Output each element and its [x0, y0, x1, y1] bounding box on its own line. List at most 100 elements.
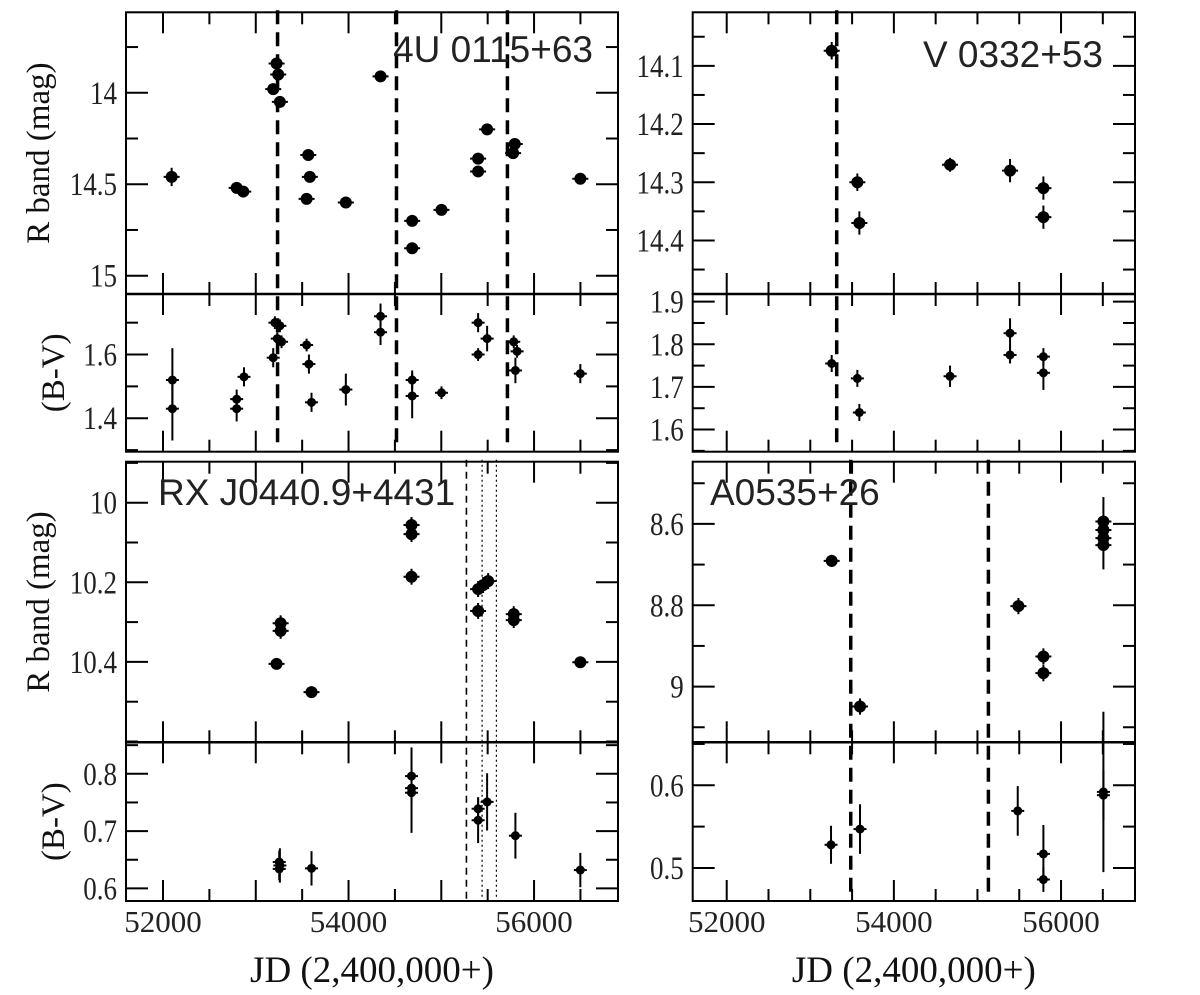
data-point — [304, 359, 314, 369]
panel-v-0332-53: 14.1 14.2 14.3 14.4 1.6 1.7 1.8 1.9 V 0332+53 — [636, 10, 1136, 453]
data-point — [339, 196, 352, 209]
data-point — [302, 148, 315, 161]
source-name-title: RX J0440.9+4431 — [158, 472, 455, 513]
y-tick-label: 15 — [90, 258, 117, 294]
y-tick-label: 1.6 — [650, 412, 684, 448]
data-point — [275, 860, 285, 870]
y-tick-label: 0.7 — [83, 814, 117, 850]
y-tick-label: 10.4 — [70, 645, 117, 681]
data-point — [481, 123, 494, 136]
data-point — [1037, 182, 1050, 195]
subplot-frame — [125, 293, 619, 453]
data-point — [473, 350, 483, 360]
source-name-title: A0535+26 — [710, 472, 880, 513]
data-point — [574, 656, 587, 669]
data-point — [574, 172, 587, 185]
y-tick-label: 14 — [90, 76, 117, 112]
data-point — [1098, 790, 1108, 800]
data-point — [1005, 328, 1015, 338]
y-tick-label: 14.5 — [70, 167, 117, 203]
r-band-subplot: 14 14.5 15 R band (mag) — [21, 11, 619, 296]
data-point — [825, 554, 838, 567]
data-point — [376, 311, 386, 321]
y-tick-label: 14.3 — [636, 165, 683, 201]
subplot-frame — [125, 741, 619, 902]
data-point — [405, 528, 418, 541]
data-point — [944, 158, 957, 171]
data-point — [510, 365, 520, 375]
data-point — [1038, 368, 1048, 378]
data-point — [406, 214, 419, 227]
data-point — [1097, 539, 1110, 552]
panel-rx-j0440-9-4431: 10 10.2 10.4 R band (mag) 0.6 0.7 0.8 (B-V) RX J… — [21, 459, 619, 991]
data-point — [273, 95, 286, 108]
data-point — [1038, 849, 1048, 859]
data-point — [341, 385, 351, 395]
b-v-subplot: 1.4 1.6 (B-V) — [36, 293, 619, 453]
y-tick-label: 0.8 — [83, 757, 117, 793]
data-point — [826, 840, 836, 850]
y-tick-label: 1.9 — [650, 284, 684, 320]
data-point — [237, 185, 250, 198]
x-tick-label: 52000 — [688, 904, 766, 939]
data-point — [855, 824, 865, 834]
data-point — [1037, 211, 1050, 224]
source-name-title: 4U 0115+63 — [393, 29, 593, 70]
y-tick-label: 1.7 — [650, 370, 684, 406]
data-point — [300, 192, 313, 205]
data-point — [376, 327, 386, 337]
data-point — [302, 340, 312, 350]
y-tick-label: 9 — [670, 669, 683, 705]
y-tick-label: 10 — [90, 485, 117, 521]
data-point — [374, 70, 387, 83]
y-tick-label: 8.6 — [650, 507, 684, 543]
y-axis-label-b-v: (B-V) — [36, 333, 72, 412]
y-tick-label: 8.8 — [650, 588, 684, 624]
data-point — [482, 797, 492, 807]
data-point — [406, 242, 419, 255]
data-point — [509, 337, 519, 347]
x-tick-label: 56000 — [495, 904, 573, 939]
data-point — [854, 700, 867, 713]
data-point — [852, 373, 862, 383]
data-point — [239, 372, 249, 382]
b-v-subplot: 0.6 0.7 0.8 (B-V) — [36, 741, 619, 907]
data-point — [575, 369, 585, 379]
x-tick-label: 56000 — [1022, 904, 1100, 939]
y-tick-label: 14.4 — [636, 223, 683, 259]
y-tick-label: 0.6 — [650, 768, 684, 804]
data-point — [405, 570, 418, 583]
y-tick-label: 1.8 — [650, 327, 684, 363]
y-tick-label: 1.4 — [83, 401, 117, 437]
y-tick-label: 14.1 — [636, 49, 683, 85]
y-tick-label: 10.2 — [70, 565, 117, 601]
data-point — [1012, 600, 1025, 613]
data-point — [436, 388, 446, 398]
data-point — [482, 575, 495, 588]
data-point — [405, 518, 418, 531]
b-v-subplot: 0.5 0.6 — [650, 711, 1136, 902]
subplot-frame — [691, 741, 1136, 902]
data-point — [167, 404, 177, 414]
data-point — [270, 657, 283, 670]
y-axis-label-b-v: (B-V) — [36, 782, 72, 861]
x-axis-label: JD (2,400,000+) — [792, 950, 1036, 991]
panel-a0535-26: 8.6 8.8 9 0.5 0.6 A0535+26 52000 54000 56000 JD (… — [650, 459, 1136, 991]
r-band-subplot: 14.1 14.2 14.3 14.4 — [636, 11, 1136, 296]
y-tick-label: 0.5 — [650, 851, 684, 887]
data-point — [510, 831, 520, 841]
data-point — [472, 604, 485, 617]
y-axis-label-r-band: R band (mag) — [21, 511, 57, 692]
data-point — [825, 44, 838, 57]
y-tick-label: 1.6 — [83, 337, 117, 373]
data-point — [853, 216, 866, 229]
x-tick-label: 52000 — [124, 904, 202, 939]
y-axis-label-r-band: R band (mag) — [21, 62, 57, 243]
data-point — [274, 624, 287, 637]
data-point — [307, 863, 317, 873]
data-point — [305, 686, 318, 699]
data-point — [512, 346, 522, 356]
x-axis-label: JD (2,400,000+) — [250, 950, 494, 991]
b-v-subplot: 1.6 1.7 1.8 1.9 — [650, 284, 1136, 453]
data-point — [272, 68, 285, 81]
